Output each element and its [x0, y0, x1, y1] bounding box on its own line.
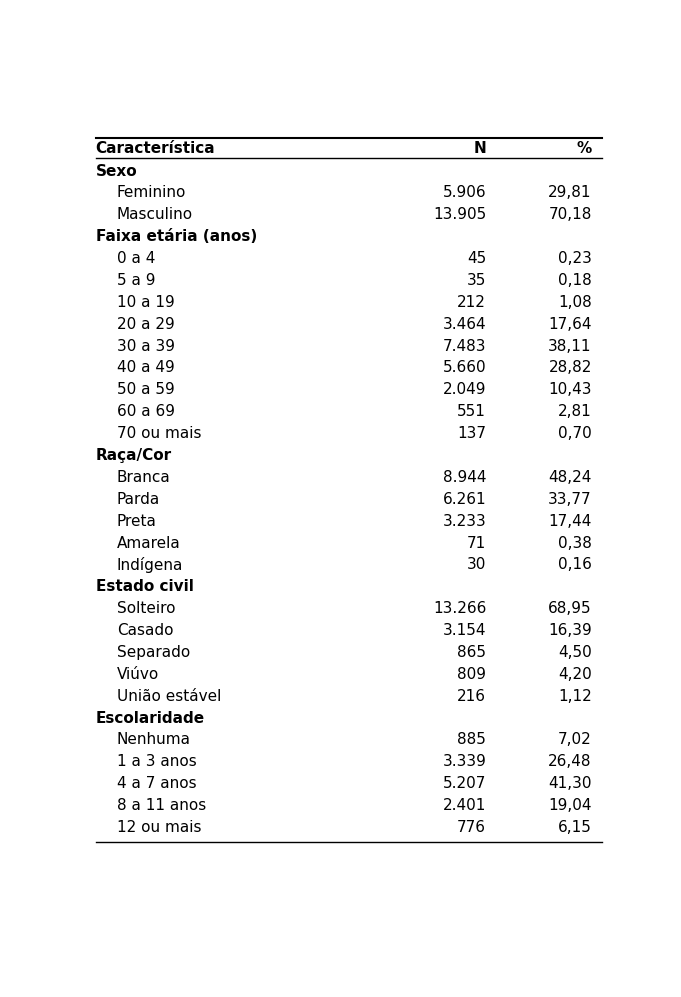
Text: 6,15: 6,15: [558, 820, 592, 834]
Text: 5.906: 5.906: [443, 185, 486, 200]
Text: 50 a 59: 50 a 59: [117, 383, 174, 398]
Text: Preta: Preta: [117, 513, 157, 528]
Text: 4,50: 4,50: [558, 645, 592, 660]
Text: 137: 137: [457, 426, 486, 441]
Text: 13.905: 13.905: [433, 207, 486, 222]
Text: Viúvo: Viúvo: [117, 667, 159, 682]
Text: 0,16: 0,16: [558, 557, 592, 572]
Text: 13.266: 13.266: [433, 601, 486, 616]
Text: 19,04: 19,04: [548, 798, 592, 814]
Text: 30: 30: [467, 557, 486, 572]
Text: 2.049: 2.049: [443, 383, 486, 398]
Text: 17,44: 17,44: [548, 513, 592, 528]
Text: Nenhuma: Nenhuma: [117, 733, 191, 748]
Text: 1,12: 1,12: [558, 689, 592, 704]
Text: 6.261: 6.261: [443, 492, 486, 506]
Text: Solteiro: Solteiro: [117, 601, 175, 616]
Text: 776: 776: [457, 820, 486, 834]
Text: 3.464: 3.464: [443, 317, 486, 332]
Text: Branca: Branca: [117, 470, 170, 485]
Text: 70 ou mais: 70 ou mais: [117, 426, 202, 441]
Text: 4 a 7 anos: 4 a 7 anos: [117, 777, 196, 792]
Text: 551: 551: [458, 404, 486, 420]
Text: Masculino: Masculino: [117, 207, 193, 222]
Text: 8.944: 8.944: [443, 470, 486, 485]
Text: 70,18: 70,18: [548, 207, 592, 222]
Text: 0 a 4: 0 a 4: [117, 251, 155, 266]
Text: 2,81: 2,81: [558, 404, 592, 420]
Text: 3.233: 3.233: [443, 513, 486, 528]
Text: Raça/Cor: Raça/Cor: [95, 448, 172, 463]
Text: 68,95: 68,95: [548, 601, 592, 616]
Text: 28,82: 28,82: [548, 361, 592, 376]
Text: Característica: Característica: [95, 142, 215, 157]
Text: 3.154: 3.154: [443, 623, 486, 638]
Text: 5.207: 5.207: [443, 777, 486, 792]
Text: Indígena: Indígena: [117, 557, 183, 573]
Text: 40 a 49: 40 a 49: [117, 361, 174, 376]
Text: 20 a 29: 20 a 29: [117, 317, 174, 332]
Text: 5.660: 5.660: [443, 361, 486, 376]
Text: 10 a 19: 10 a 19: [117, 295, 174, 310]
Text: 885: 885: [458, 733, 486, 748]
Text: 1 a 3 anos: 1 a 3 anos: [117, 755, 197, 770]
Text: Parda: Parda: [117, 492, 160, 506]
Text: União estável: União estável: [117, 689, 221, 704]
Text: 1,08: 1,08: [558, 295, 592, 310]
Text: 0,70: 0,70: [558, 426, 592, 441]
Text: N: N: [473, 142, 486, 157]
Text: 38,11: 38,11: [548, 339, 592, 354]
Text: Escolaridade: Escolaridade: [95, 711, 205, 726]
Text: 3.339: 3.339: [443, 755, 486, 770]
Text: Estado civil: Estado civil: [95, 579, 193, 594]
Text: 17,64: 17,64: [548, 317, 592, 332]
Text: Feminino: Feminino: [117, 185, 186, 200]
Text: 8 a 11 anos: 8 a 11 anos: [117, 798, 206, 814]
Text: 7,02: 7,02: [558, 733, 592, 748]
Text: 0,23: 0,23: [558, 251, 592, 266]
Text: 0,18: 0,18: [558, 273, 592, 288]
Text: 212: 212: [458, 295, 486, 310]
Text: 60 a 69: 60 a 69: [117, 404, 175, 420]
Text: Faixa etária (anos): Faixa etária (anos): [95, 229, 257, 244]
Text: Casado: Casado: [117, 623, 173, 638]
Text: 41,30: 41,30: [548, 777, 592, 792]
Text: 0,38: 0,38: [558, 535, 592, 550]
Text: Sexo: Sexo: [95, 164, 138, 178]
Text: 10,43: 10,43: [548, 383, 592, 398]
Text: Separado: Separado: [117, 645, 190, 660]
Text: 30 a 39: 30 a 39: [117, 339, 175, 354]
Text: 2.401: 2.401: [443, 798, 486, 814]
Text: 7.483: 7.483: [443, 339, 486, 354]
Text: 48,24: 48,24: [548, 470, 592, 485]
Text: 16,39: 16,39: [548, 623, 592, 638]
Text: Amarela: Amarela: [117, 535, 180, 550]
Text: 809: 809: [457, 667, 486, 682]
Text: 33,77: 33,77: [548, 492, 592, 506]
Text: 216: 216: [457, 689, 486, 704]
Text: 5 a 9: 5 a 9: [117, 273, 155, 288]
Text: 45: 45: [467, 251, 486, 266]
Text: 71: 71: [467, 535, 486, 550]
Text: 26,48: 26,48: [548, 755, 592, 770]
Text: %: %: [577, 142, 592, 157]
Text: 12 ou mais: 12 ou mais: [117, 820, 202, 834]
Text: 29,81: 29,81: [548, 185, 592, 200]
Text: 865: 865: [457, 645, 486, 660]
Text: 35: 35: [467, 273, 486, 288]
Text: 4,20: 4,20: [558, 667, 592, 682]
